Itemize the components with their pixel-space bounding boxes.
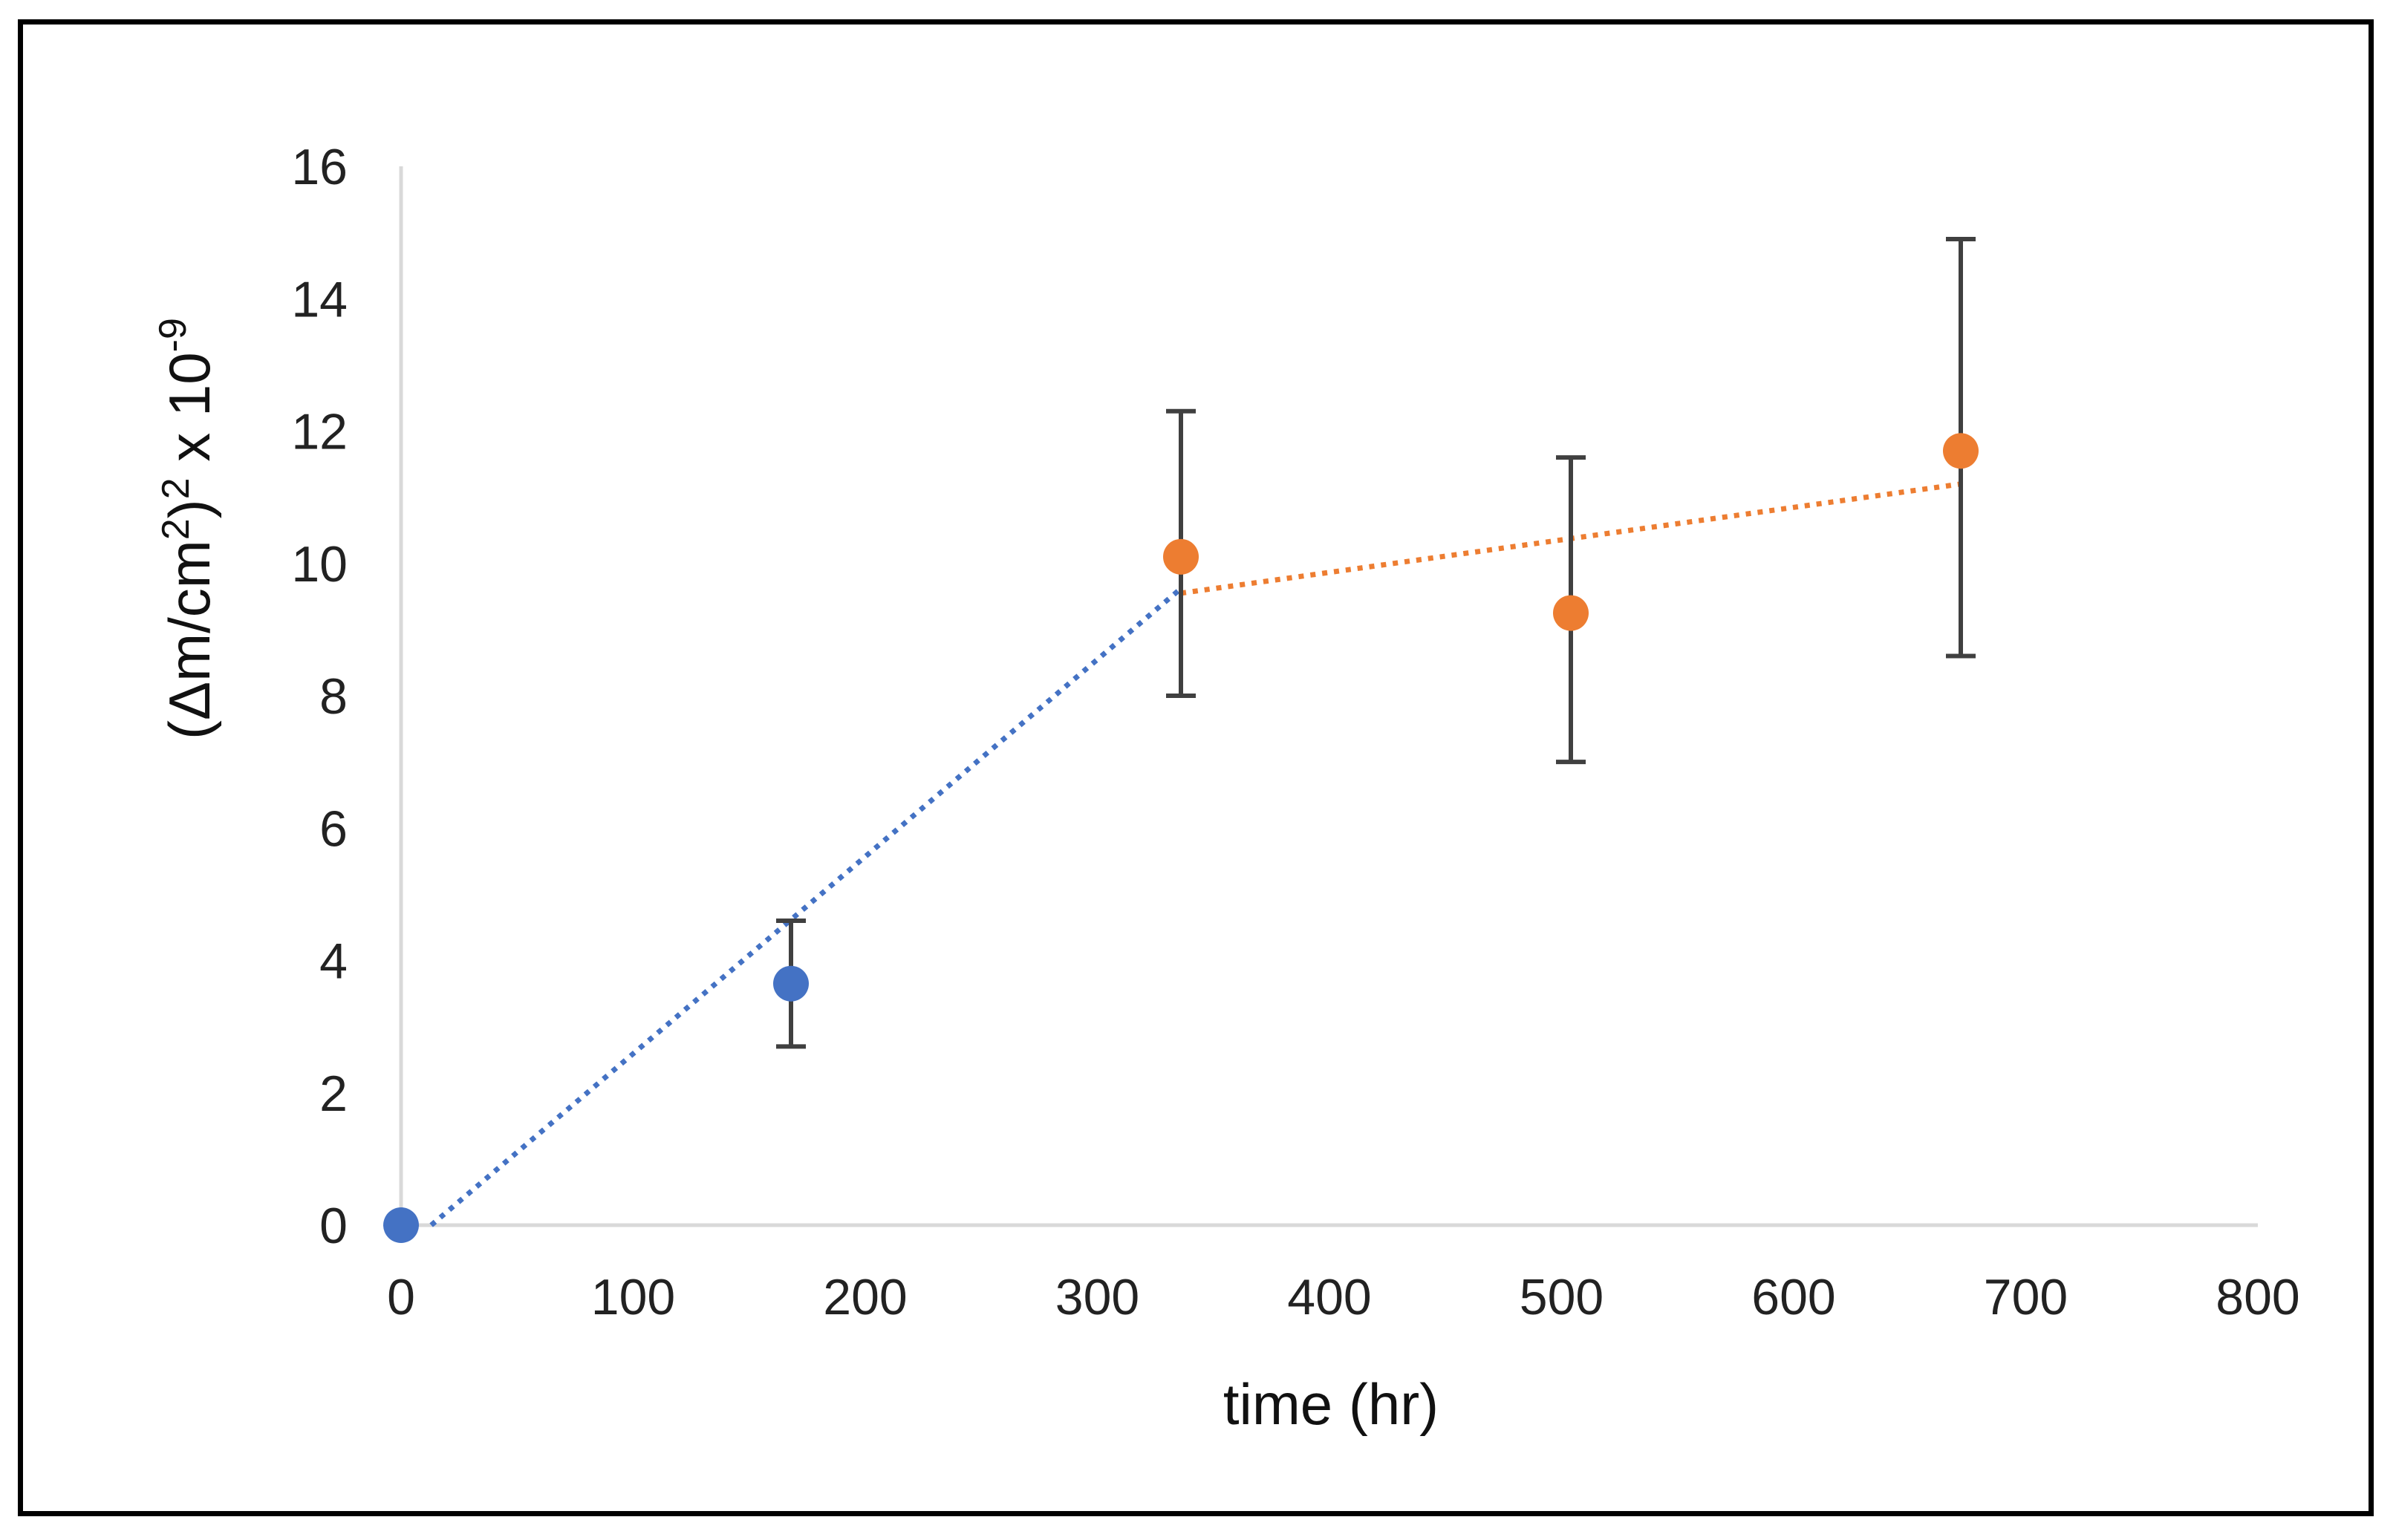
y-tick-label-2: 2 [319, 1066, 348, 1122]
x-tick-label-600: 600 [1751, 1269, 1835, 1325]
chart-frame [18, 19, 2374, 1516]
y-axis-title-sup3: -9 [152, 318, 195, 352]
x-axis-title: time (hr) [1223, 1371, 1439, 1437]
trendline-layer [429, 481, 1962, 1227]
y-tick-label-10: 10 [291, 536, 348, 593]
trendline-series-1 [429, 586, 1183, 1227]
x-tick-label-300: 300 [1055, 1269, 1139, 1325]
y-tick-label-0: 0 [319, 1198, 348, 1254]
y-tick-label-16: 16 [291, 139, 348, 195]
x-tick-label-500: 500 [1520, 1269, 1604, 1325]
tick-label-layer: 0 100 200 300 400 500 600 700 800 0 2 4 6 8 10 12 14 16 [291, 139, 2299, 1325]
y-tick-label-8: 8 [319, 668, 348, 725]
data-point-layer [383, 433, 1979, 1243]
y-axis-title: (Δm/cm2)2 x 10-9 [152, 318, 222, 740]
y-axis-title-prefix: (Δm/cm [157, 540, 222, 740]
data-point-s1-p1 [383, 1207, 419, 1243]
data-point-s1-p2 [773, 965, 809, 1002]
axes-layer [399, 166, 2258, 1227]
data-point-s2-p1 [1163, 538, 1199, 575]
x-tick-label-200: 200 [823, 1269, 907, 1325]
data-point-s2-p3 [1943, 433, 1979, 469]
x-tick-label-800: 800 [2216, 1269, 2299, 1325]
x-tick-label-400: 400 [1287, 1269, 1371, 1325]
y-axis-title-sup2: 2 [154, 477, 198, 499]
y-tick-label-12: 12 [291, 404, 348, 460]
y-axis-title-mid: ) [157, 499, 222, 518]
data-point-s2-p2 [1553, 595, 1589, 631]
y-tick-label-6: 6 [319, 800, 348, 857]
y-tick-label-14: 14 [291, 271, 348, 327]
y-axis-title-sup1: 2 [154, 518, 198, 540]
x-tick-label-100: 100 [591, 1269, 675, 1325]
y-axis-title-suffix: x 10 [157, 352, 222, 477]
x-tick-label-700: 700 [1984, 1269, 2068, 1325]
y-tick-label-4: 4 [319, 933, 348, 990]
x-tick-label-0: 0 [387, 1269, 415, 1325]
errorbar-layer [776, 237, 1976, 1049]
